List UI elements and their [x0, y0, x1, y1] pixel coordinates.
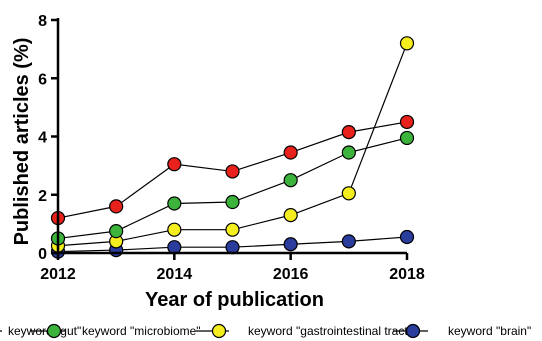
data-point — [341, 145, 356, 160]
data-point — [167, 222, 182, 237]
data-point — [225, 240, 240, 255]
data-point — [225, 194, 240, 210]
y-tick-label: 8 — [38, 13, 47, 30]
x-axis-title: Year of publication — [145, 289, 324, 311]
data-point — [283, 208, 298, 223]
data-point — [399, 130, 415, 146]
data-point — [167, 196, 182, 211]
data-point — [225, 222, 240, 237]
data-point — [399, 229, 415, 245]
data-point — [283, 237, 298, 252]
series-line — [57, 43, 408, 247]
data-point — [283, 145, 298, 160]
legend-label: keyword "gastrointestinal tract" — [248, 324, 412, 338]
legend-label: keyword "brain" — [448, 324, 531, 338]
x-tick-label: 2018 — [389, 266, 425, 283]
y-tick-label: 0 — [38, 246, 47, 263]
x-axis-ticks: 2012 2014 2016 2018 — [40, 253, 425, 283]
x-tick-label: 2014 — [157, 266, 193, 283]
legend-marker — [46, 323, 62, 339]
data-point — [399, 36, 415, 51]
data-point — [399, 114, 415, 130]
data-point — [225, 164, 240, 179]
legend-marker — [211, 323, 227, 339]
y-tick-label: 6 — [38, 71, 47, 88]
data-point — [283, 173, 298, 188]
series-layer — [50, 36, 415, 259]
data-point — [109, 224, 124, 239]
data-point — [167, 240, 182, 255]
y-tick-label: 4 — [38, 130, 47, 147]
legend-marker — [405, 323, 421, 339]
legend: keyword "gut" keyword "microbiome" keyword… — [0, 323, 531, 339]
x-tick-label: 2016 — [273, 266, 309, 283]
data-point — [341, 186, 356, 201]
data-point — [341, 125, 356, 140]
legend-label: keyword "microbiome" — [82, 324, 201, 338]
data-point — [109, 199, 124, 214]
data-point — [341, 234, 356, 249]
y-tick-label: 2 — [38, 188, 47, 205]
x-tick-label: 2012 — [40, 266, 76, 283]
data-point — [167, 157, 182, 172]
y-axis-title: Published articles (%) — [11, 38, 33, 246]
y-axis-ticks: 0 2 4 6 8 — [38, 13, 58, 263]
